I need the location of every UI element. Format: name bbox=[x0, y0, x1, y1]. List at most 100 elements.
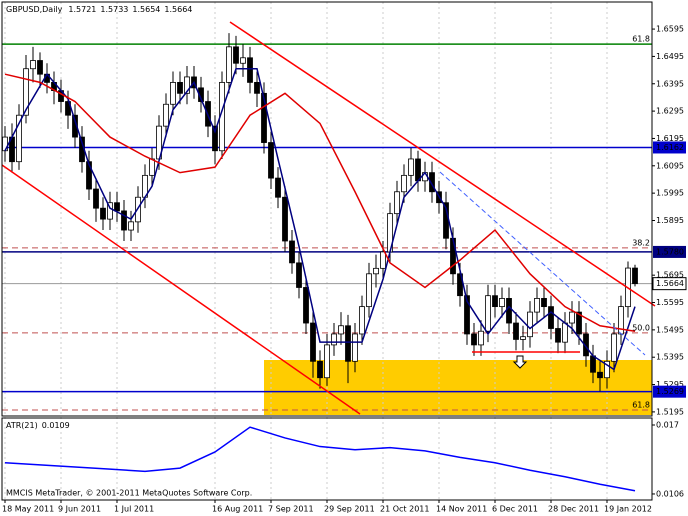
x-tick-label: 21 Oct 2011 bbox=[380, 505, 429, 514]
candle-body bbox=[296, 262, 302, 288]
x-tick-label: 29 Sep 2011 bbox=[324, 505, 375, 514]
watermark: MMCIS MetaTrader, © 2001-2011 MetaQuotes… bbox=[6, 489, 252, 498]
candle-body bbox=[310, 322, 316, 362]
level-box bbox=[653, 141, 686, 154]
atr-title: ATR(21) 0.0109 bbox=[6, 421, 70, 430]
candle-body bbox=[303, 287, 309, 324]
candle-body bbox=[401, 174, 407, 193]
y-tick-label: 1.5195 bbox=[656, 407, 684, 416]
candle-body bbox=[275, 177, 281, 198]
candle-body bbox=[184, 76, 190, 94]
y-tick-label: 1.6595 bbox=[656, 25, 684, 34]
candle-body bbox=[240, 57, 246, 64]
plot bbox=[2, 33, 638, 492]
candle-body bbox=[170, 81, 176, 105]
y-tick-label: 1.6095 bbox=[656, 161, 684, 170]
y-tick-label: 1.5495 bbox=[656, 325, 684, 334]
y-tick-label: 1.5395 bbox=[656, 353, 684, 362]
candle-body bbox=[366, 273, 372, 308]
candle-body bbox=[548, 306, 554, 329]
candle-body bbox=[16, 114, 22, 163]
candle-body bbox=[527, 311, 533, 338]
candle-body bbox=[268, 142, 274, 179]
x-tick-label: 6 Dec 2011 bbox=[492, 505, 538, 514]
y-tick-label: 1.6395 bbox=[656, 79, 684, 88]
y-tick-label: 1.5295 bbox=[656, 380, 684, 389]
candle-body bbox=[604, 360, 610, 379]
candle-body bbox=[352, 333, 358, 362]
candle-body bbox=[163, 103, 169, 127]
candle-body bbox=[345, 325, 351, 362]
x-tick-label: 14 Nov 2011 bbox=[436, 505, 487, 514]
y-tick-label: 1.6495 bbox=[656, 52, 684, 61]
y-tick-label: 1.6295 bbox=[656, 107, 684, 116]
candle-body bbox=[583, 333, 589, 357]
candle-body bbox=[562, 322, 568, 343]
candle-body bbox=[254, 81, 260, 94]
x-tick-label: 9 Jun 2011 bbox=[58, 505, 101, 514]
candle-body bbox=[331, 333, 337, 346]
x-tick-label: 7 Sep 2011 bbox=[268, 505, 314, 514]
candle-body bbox=[499, 298, 505, 308]
candle-body bbox=[555, 328, 561, 343]
current-price-box bbox=[652, 277, 687, 291]
candle-body bbox=[457, 273, 463, 297]
candle-body bbox=[233, 46, 239, 64]
candle-body bbox=[373, 267, 379, 275]
candle-body bbox=[212, 125, 218, 152]
open: 1.5721 bbox=[68, 5, 96, 14]
candle-body bbox=[177, 81, 183, 94]
candle-body bbox=[128, 221, 134, 231]
y-tick-label: 1.6195 bbox=[656, 134, 684, 143]
candle-body bbox=[114, 202, 120, 212]
candle-body bbox=[30, 60, 36, 70]
trendline bbox=[1, 164, 361, 415]
candle-body bbox=[121, 210, 127, 231]
current-price-label: 1.5664 bbox=[656, 279, 684, 288]
candle-body bbox=[597, 371, 603, 379]
x-tick-label: 1 Jul 2011 bbox=[114, 505, 154, 514]
fib-label: 50.0 bbox=[632, 323, 650, 332]
candle-body bbox=[380, 251, 386, 269]
high: 1.5733 bbox=[100, 5, 128, 14]
x-tick-label: 16 Aug 2011 bbox=[212, 505, 263, 514]
candle-body bbox=[37, 60, 43, 75]
candle-body bbox=[569, 311, 575, 324]
level-box bbox=[653, 245, 686, 258]
x-tick-label: 28 Dec 2011 bbox=[548, 505, 599, 514]
candle-body bbox=[86, 161, 92, 190]
candle-body bbox=[520, 336, 526, 340]
level-label: 1.5780 bbox=[656, 247, 684, 256]
candle-body bbox=[534, 298, 540, 313]
close: 1.5664 bbox=[164, 5, 192, 14]
level-box bbox=[653, 385, 686, 398]
candle-body bbox=[359, 306, 365, 335]
candle-body bbox=[429, 172, 435, 193]
fib-label: 61.8 bbox=[632, 400, 650, 409]
candle-body bbox=[317, 360, 323, 379]
fib-label: 38.2 bbox=[632, 238, 650, 247]
y-tick-label: 0.017 bbox=[656, 421, 679, 430]
candle-body bbox=[464, 295, 470, 335]
low: 1.5654 bbox=[132, 5, 160, 14]
candle-body bbox=[611, 333, 617, 362]
candle-body bbox=[408, 158, 414, 176]
chart-title: GBPUSD,Daily 1.5721 1.5733 1.5654 1.5664 bbox=[6, 5, 192, 14]
level-label: 1.6162 bbox=[656, 143, 684, 152]
candle-body bbox=[513, 322, 519, 340]
candle-body bbox=[415, 158, 421, 182]
candle-body bbox=[247, 57, 253, 83]
candle-body bbox=[632, 267, 638, 285]
fib-label: 61.8 bbox=[632, 35, 650, 44]
x-tick-label: 18 May 2011 bbox=[2, 505, 54, 514]
trendline bbox=[439, 171, 646, 356]
candle-body bbox=[107, 202, 113, 220]
x-tick-label: 19 Jan 2012 bbox=[604, 505, 652, 514]
candle-body bbox=[485, 295, 491, 332]
candle-body bbox=[100, 207, 106, 220]
atr-line bbox=[4, 426, 636, 492]
candle-body bbox=[324, 344, 330, 379]
arrow bbox=[512, 355, 528, 369]
